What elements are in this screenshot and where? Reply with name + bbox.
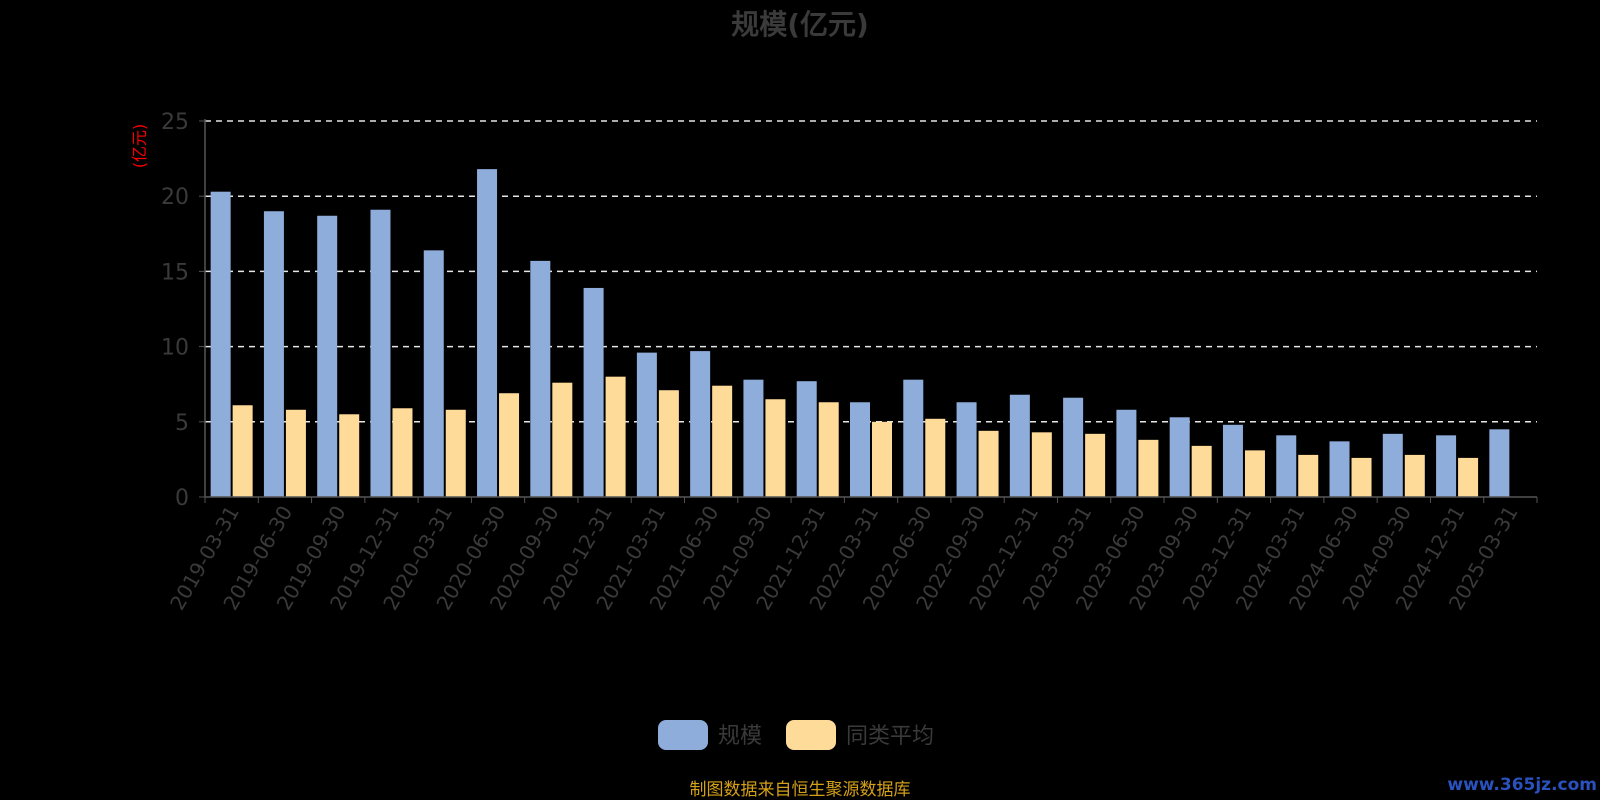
- bar-peer-average: [232, 405, 253, 497]
- y-tick-label: 0: [175, 486, 189, 511]
- bar-scale: [1382, 433, 1403, 497]
- bar-peer-average: [765, 399, 786, 497]
- bar-scale: [317, 215, 338, 497]
- bar-peer-average: [1085, 433, 1106, 497]
- bar-scale: [1436, 435, 1457, 497]
- bar-scale: [1222, 424, 1243, 497]
- bar-scale: [1489, 429, 1510, 497]
- bar-scale: [903, 379, 924, 497]
- bar-scale: [956, 402, 977, 497]
- bar-peer-average: [1244, 450, 1265, 497]
- bar-peer-average: [499, 393, 520, 497]
- bar-scale: [210, 191, 231, 498]
- legend-swatch: [658, 720, 708, 750]
- bar-peer-average: [392, 408, 413, 497]
- bar-scale: [1116, 409, 1137, 497]
- bar-scale: [743, 379, 764, 497]
- bars: [210, 169, 1510, 498]
- bar-peer-average: [285, 409, 306, 497]
- legend: 规模 同类平均: [658, 720, 934, 750]
- bar-scale: [530, 260, 551, 497]
- chart-title: 规模(亿元): [731, 8, 869, 41]
- y-tick-label: 5: [175, 411, 189, 436]
- legend-label: 规模: [718, 724, 762, 749]
- watermark: www.365jz.com: [1447, 775, 1597, 795]
- bar-peer-average: [605, 376, 626, 497]
- y-axis-label: (亿元): [130, 124, 149, 169]
- bar-peer-average: [658, 390, 679, 497]
- y-tick-label: 20: [161, 185, 189, 210]
- bar-peer-average: [925, 418, 946, 497]
- bar-peer-average: [445, 409, 466, 497]
- bar-scale: [477, 169, 498, 498]
- bar-peer-average: [1298, 454, 1319, 497]
- bar-scale: [370, 209, 391, 497]
- bar-scale: [1169, 417, 1190, 497]
- bar-peer-average: [339, 414, 360, 497]
- bar-scale: [423, 250, 444, 497]
- bar-peer-average: [872, 421, 892, 497]
- bar-peer-average: [818, 402, 839, 497]
- bar-peer-average: [1031, 432, 1052, 497]
- bar-peer-average: [1138, 439, 1159, 497]
- bar-scale: [1009, 394, 1030, 497]
- bar-scale: [636, 352, 657, 497]
- bar-peer-average: [1191, 445, 1212, 497]
- bar-scale: [1276, 435, 1297, 497]
- bar-peer-average: [1351, 457, 1372, 497]
- bar-scale: [796, 381, 817, 497]
- y-tick-label: 25: [161, 110, 189, 135]
- bar-peer-average: [1458, 457, 1479, 497]
- bar-peer-average: [552, 382, 573, 497]
- y-tick-label: 10: [161, 336, 189, 361]
- legend-swatch: [786, 720, 836, 750]
- grid-lines: [205, 120, 1537, 423]
- bar-scale: [263, 211, 284, 498]
- bar-scale: [583, 287, 604, 497]
- source-note: 制图数据来自恒生聚源数据库: [690, 780, 911, 800]
- bar-peer-average: [1404, 454, 1425, 497]
- axes: [204, 119, 1537, 498]
- bar-peer-average: [712, 385, 733, 497]
- bar-scale: [690, 351, 711, 497]
- bar-peer-average: [978, 430, 999, 497]
- legend-label: 同类平均: [846, 724, 934, 749]
- bar-scale: [1063, 397, 1084, 497]
- bar-scale: [1329, 441, 1350, 497]
- y-tick-label: 15: [161, 260, 189, 285]
- bar-scale: [850, 402, 870, 497]
- y-axis-ticks: 0 5 10 15 20 25: [161, 110, 205, 511]
- x-axis-ticks: 2019-03-312019-06-302019-09-302019-12-31…: [165, 497, 1538, 614]
